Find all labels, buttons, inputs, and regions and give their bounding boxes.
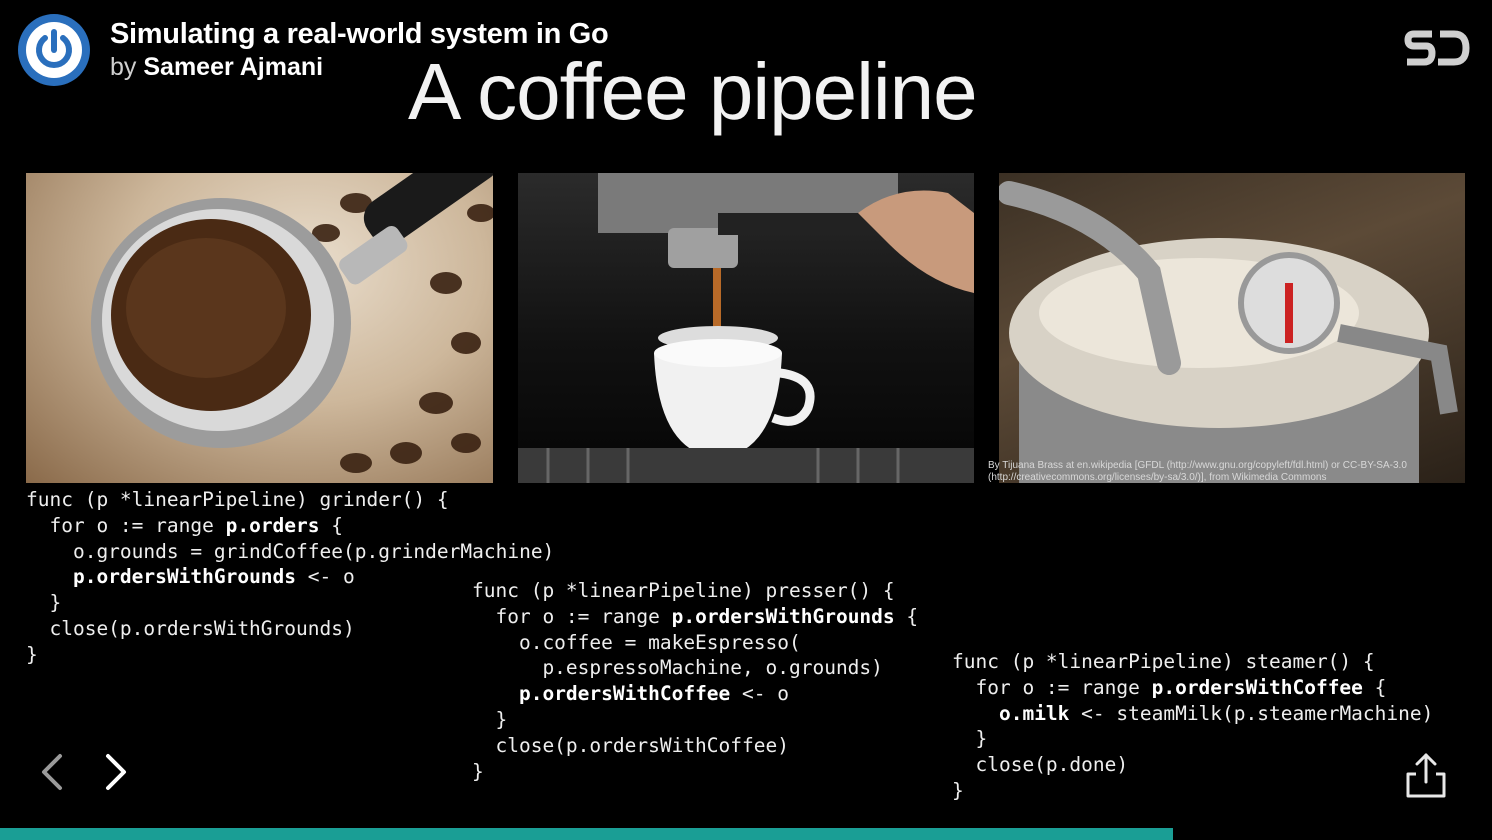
steamer-code-block: func (p *linearPipeline) steamer() { for…: [952, 649, 1433, 804]
presentation-header: Simulating a real-world system in Go by …: [18, 14, 609, 86]
code-text: }: [952, 778, 964, 802]
code-line: p.espressoMachine, o.grounds): [472, 656, 883, 680]
code-line: }: [952, 779, 964, 802]
code-line: }: [472, 708, 507, 731]
code-text: p.espressoMachine, o.grounds): [472, 656, 883, 680]
progress-bar[interactable]: [0, 828, 1492, 840]
espresso-photo: [518, 173, 974, 483]
code-text: <- o: [296, 565, 355, 589]
code-line: close(p.ordersWithCoffee): [472, 734, 789, 757]
sd-logo-icon[interactable]: [1404, 28, 1470, 70]
code-text: close(p.ordersWithGrounds): [26, 616, 355, 640]
code-line: func (p *linearPipeline) grinder() {: [26, 488, 449, 511]
presser-code-block: func (p *linearPipeline) presser() { for…: [472, 578, 918, 784]
code-text: [26, 565, 73, 588]
code-line: }: [26, 591, 61, 614]
code-text: close(p.done): [952, 753, 1129, 777]
code-text: }: [472, 759, 484, 783]
code-text: close(p.ordersWithCoffee): [472, 733, 789, 757]
code-text: [472, 682, 519, 705]
code-highlight: p.orders: [225, 513, 320, 537]
code-text: func (p *linearPipeline) grinder() {: [26, 488, 449, 511]
code-text: {: [1362, 675, 1387, 699]
code-highlight: p.ordersWithCoffee: [1151, 675, 1363, 699]
code-text: o.grounds = grindCoffee(p.grinderMachine…: [26, 539, 555, 563]
code-line: close(p.done): [952, 753, 1128, 776]
code-highlight: p.ordersWithCoffee: [518, 682, 731, 706]
code-line: p.ordersWithCoffee <- o: [472, 682, 789, 705]
code-text: }: [472, 707, 508, 731]
presentation-title[interactable]: Simulating a real-world system in Go: [110, 17, 609, 50]
code-line: for o := range p.orders {: [26, 514, 343, 537]
code-line: o.milk <- steamMilk(p.steamerMachine): [952, 702, 1433, 725]
code-line: o.grounds = grindCoffee(p.grinderMachine…: [26, 540, 554, 563]
code-text: <- steamMilk(p.steamerMachine): [1069, 701, 1434, 725]
share-icon[interactable]: [1404, 752, 1448, 800]
grinder-code-block: func (p *linearPipeline) grinder() { for…: [26, 487, 554, 668]
code-text: {: [894, 604, 919, 628]
power-icon[interactable]: [18, 14, 90, 86]
progress-fill: [0, 828, 1173, 840]
code-text: func (p *linearPipeline) steamer() {: [952, 650, 1375, 673]
code-text: for o := range: [26, 513, 226, 537]
chevron-left-icon[interactable]: [34, 752, 74, 792]
code-text: <- o: [730, 682, 789, 706]
coffee-grounds-photo: [26, 173, 493, 483]
code-line: for o := range p.ordersWithCoffee {: [952, 676, 1386, 699]
code-text: for o := range: [472, 604, 672, 628]
code-highlight: o.milk: [998, 701, 1070, 725]
code-text: func (p *linearPipeline) presser() {: [472, 579, 895, 602]
code-line: for o := range p.ordersWithGrounds {: [472, 605, 918, 628]
code-text: for o := range: [952, 675, 1152, 699]
code-line: func (p *linearPipeline) presser() {: [472, 579, 895, 602]
photo-credit: By Tijuana Brass at en.wikipedia [GFDL (…: [988, 460, 1407, 483]
byline: by Sameer Ajmani: [110, 53, 608, 82]
chevron-right-icon[interactable]: [96, 752, 136, 792]
code-line: func (p *linearPipeline) steamer() {: [952, 650, 1375, 673]
author-name[interactable]: Sameer Ajmani: [143, 53, 324, 82]
code-text: o.coffee = makeEspresso(: [472, 630, 801, 654]
code-line: close(p.ordersWithGrounds): [26, 616, 355, 640]
code-line: }: [472, 760, 484, 783]
code-text: }: [26, 642, 38, 666]
slide-title: A coffee pipeline: [408, 47, 978, 136]
code-text: }: [26, 591, 62, 615]
code-text: [952, 702, 999, 725]
header-text: Simulating a real-world system in Go by …: [110, 17, 609, 82]
steamed-milk-photo: [999, 173, 1465, 483]
code-highlight: p.ordersWithGrounds: [671, 604, 895, 628]
code-line: }: [952, 727, 987, 750]
by-label: by: [110, 53, 137, 82]
code-line: }: [26, 643, 38, 666]
code-line: p.ordersWithGrounds <- o: [26, 565, 355, 588]
code-highlight: p.ordersWithGrounds: [72, 565, 297, 589]
code-line: o.coffee = makeEspresso(: [472, 631, 801, 654]
code-text: {: [319, 513, 343, 537]
code-text: }: [952, 727, 988, 751]
